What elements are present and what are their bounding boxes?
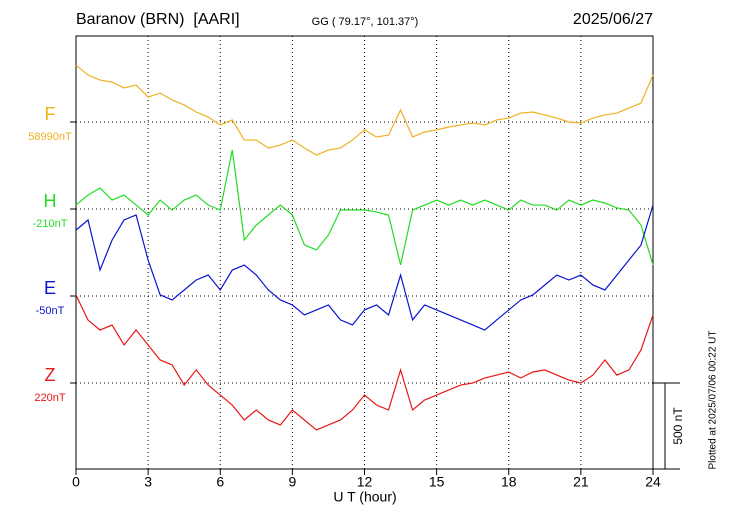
chart-subtitle: GG ( 79.17°, 101.37°) [312, 16, 419, 28]
data-line [75, 64, 654, 156]
data-line [75, 149, 654, 266]
x-tick-label: 15 [429, 474, 445, 490]
x-tick-label: 9 [288, 474, 296, 490]
plot-note: Plotted at 2025/07/06 00:22 UT [708, 331, 719, 470]
data-line [75, 204, 654, 331]
chart-title: Baranov (BRN) [AARI] [76, 11, 240, 28]
baseline-label: -50nT [36, 305, 65, 317]
series-name: F [45, 104, 56, 124]
x-tick-label: 24 [645, 474, 661, 490]
scale-bar-label: 500 nT [671, 407, 685, 445]
chart-date: 2025/06/27 [573, 11, 653, 28]
x-axis-title: U T (hour) [333, 489, 396, 505]
baseline-label: 58990nT [28, 131, 72, 143]
x-tick-label: 21 [573, 474, 589, 490]
series-name: E [44, 278, 56, 298]
baseline-label: 220nT [34, 392, 65, 404]
series-name: Z [45, 365, 56, 385]
x-tick-label: 0 [72, 474, 80, 490]
data-line [75, 294, 654, 431]
x-tick-label: 3 [144, 474, 152, 490]
x-tick-label: 6 [216, 474, 224, 490]
baseline-label: -210nT [33, 218, 68, 230]
series-name: H [44, 191, 57, 211]
x-tick-label: 12 [357, 474, 373, 490]
x-tick-label: 18 [501, 474, 517, 490]
